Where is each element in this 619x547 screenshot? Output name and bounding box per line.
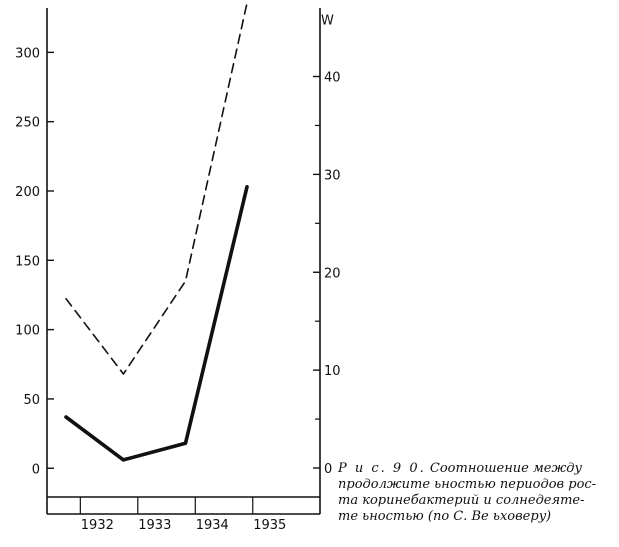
- chart-frame: [46, 8, 321, 515]
- left-tick-label: 0: [32, 462, 40, 477]
- x-tick-label: 1932: [81, 518, 114, 533]
- left-tick-label: 200: [15, 185, 40, 200]
- right-axis-label: W: [321, 14, 334, 29]
- caption-line-2: продолжите ьностью периодов рос-: [338, 477, 597, 492]
- left-tick-label: 100: [15, 324, 40, 339]
- left-tick-label: 50: [23, 393, 40, 408]
- caption-line-4: те ьностью (по С. Ве ьховерy): [338, 509, 552, 524]
- left-tick-label: 300: [15, 46, 40, 61]
- right-tick-label: 30: [324, 168, 341, 183]
- dashed-series-line: [65, 2, 248, 375]
- caption-line-3: та коринебактерий и солнедеяте-: [338, 493, 585, 508]
- x-axis-ticks: 1932 1933 1934 1935: [79, 497, 286, 533]
- right-tick-label: 40: [324, 71, 341, 86]
- series-layer: [64, 2, 249, 462]
- caption-line-1: Соотношение между: [429, 461, 583, 476]
- x-tick-label: 1933: [138, 518, 171, 533]
- left-tick-label: 250: [15, 116, 40, 131]
- x-tick-label: 1934: [196, 518, 229, 533]
- left-axis-ticks: 0 50 100 150 200 250 300: [15, 46, 54, 477]
- right-tick-label: 20: [324, 266, 341, 281]
- x-tick-label: 1935: [253, 518, 286, 533]
- caption-figure-number: Р и с. 9 0.: [338, 461, 426, 476]
- right-tick-label: 10: [324, 364, 341, 379]
- right-axis-ticks: 0 10 20 30 40: [313, 71, 341, 477]
- left-tick-label: 150: [15, 254, 40, 269]
- right-tick-label: 0: [324, 462, 332, 477]
- solid-series-line: [64, 185, 249, 462]
- figure-caption: Р и с. 9 0. Соотношение между продолжите…: [338, 461, 610, 525]
